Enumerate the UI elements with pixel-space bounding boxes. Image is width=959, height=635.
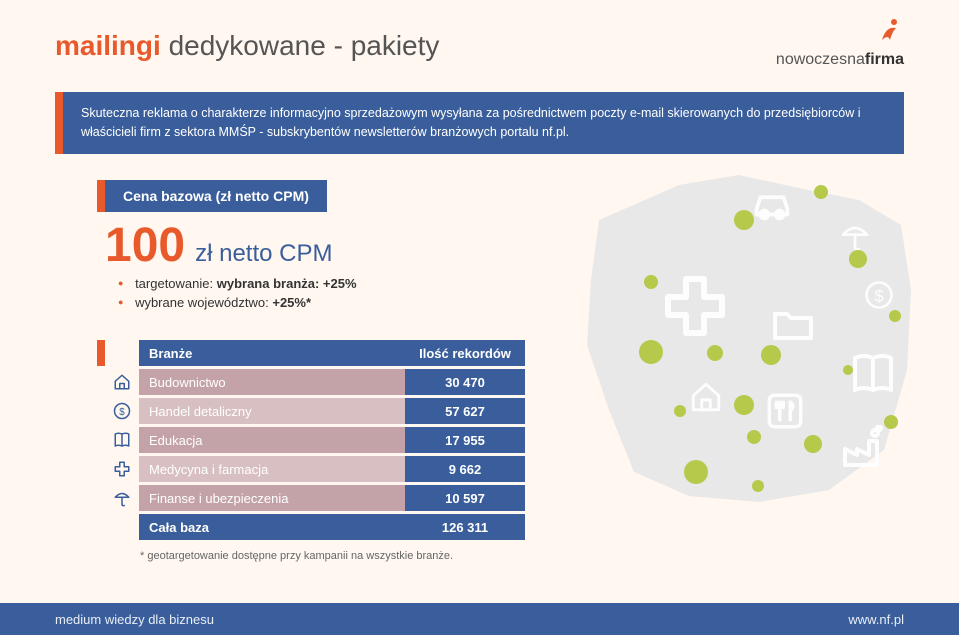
title-accent: mailingi (55, 30, 161, 61)
map-dot (674, 405, 686, 417)
table-row: Budownictwo 30 470 (105, 369, 525, 395)
cross-icon (105, 456, 139, 482)
footer-right: www.nf.pl (848, 612, 904, 627)
table-row: Edukacja 17 955 (105, 427, 525, 453)
map-dot (747, 430, 761, 444)
book-icon (849, 350, 897, 403)
price-bullets: targetowanie: wybrana branża: +25% wybra… (118, 276, 357, 314)
footer-left: medium wiedzy dla biznesu (55, 612, 214, 627)
row-label: Medycyna i farmacja (139, 456, 405, 482)
info-box: Skuteczna reklama o charakterze informac… (55, 92, 904, 154)
map-dot (707, 345, 723, 361)
folder-icon (769, 300, 817, 353)
svg-text:$: $ (874, 287, 883, 305)
map-dot (734, 210, 754, 230)
row-count: 10 597 (405, 485, 525, 511)
header-label: Branże (139, 340, 405, 366)
dollar-icon: $ (105, 398, 139, 424)
header-count: Ilość rekordów (405, 340, 525, 366)
cross-icon (659, 270, 731, 347)
price-unit: zł netto CPM (195, 240, 332, 268)
price-value: 100 zł netto CPM (105, 218, 332, 273)
map-dot (889, 310, 901, 322)
price-number: 100 (105, 218, 185, 273)
table-row: Finanse i ubezpieczenia 10 597 (105, 485, 525, 511)
house-icon (689, 380, 723, 419)
map-dot (843, 365, 853, 375)
map-dot (804, 435, 822, 453)
total-label: Cała baza (139, 514, 405, 540)
map-dot (644, 275, 658, 289)
map-dot (639, 340, 663, 364)
table-total: Cała baza 126 311 (105, 514, 525, 540)
map-dot (814, 185, 828, 199)
header-spacer (97, 340, 139, 366)
row-label: Edukacja (139, 427, 405, 453)
row-label: Handel detaliczny (139, 398, 405, 424)
bullet-item: targetowanie: wybrana branża: +25% (118, 276, 357, 291)
price-label-wrap: Cena bazowa (zł netto CPM) (105, 180, 327, 212)
table-row: Medycyna i farmacja 9 662 (105, 456, 525, 482)
row-count: 17 955 (405, 427, 525, 453)
total-spacer (105, 514, 139, 540)
title-rest: dedykowane - pakiety (169, 30, 440, 61)
house-icon (105, 369, 139, 395)
poland-map: $ (539, 170, 919, 510)
row-label: Budownictwo (139, 369, 405, 395)
map-dot (734, 395, 754, 415)
svg-text:$: $ (119, 407, 125, 418)
cutlery-icon (764, 390, 806, 437)
map-dot (761, 345, 781, 365)
map-dot (849, 250, 867, 268)
map-dot (884, 415, 898, 429)
page-title: mailingi dedykowane - pakiety (55, 30, 439, 62)
dollar-icon: $ (864, 280, 894, 315)
factory-icon (839, 425, 887, 478)
row-label: Finanse i ubezpieczenia (139, 485, 405, 511)
book-icon (105, 427, 139, 453)
table-row: $ Handel detaliczny 57 627 (105, 398, 525, 424)
bullet-item: wybrane województwo: +25%* (118, 295, 357, 310)
total-count: 126 311 (405, 514, 525, 540)
price-label: Cena bazowa (zł netto CPM) (97, 180, 327, 212)
industry-table: Branże Ilość rekordów Budownictwo 30 470… (105, 340, 525, 543)
footnote: * geotargetowanie dostępne przy kampanii… (140, 550, 453, 562)
logo-text: nowoczesnafirma (776, 51, 904, 69)
footer-bar: medium wiedzy dla biznesu www.nf.pl (0, 603, 959, 635)
car-icon (749, 180, 795, 231)
map-dot (684, 460, 708, 484)
map-dot (752, 480, 764, 492)
logo-mark-icon (874, 18, 904, 49)
row-count: 30 470 (405, 369, 525, 395)
row-count: 9 662 (405, 456, 525, 482)
brand-logo: nowoczesnafirma (776, 18, 904, 69)
row-count: 57 627 (405, 398, 525, 424)
table-header: Branże Ilość rekordów (105, 340, 525, 366)
umbrella-icon (105, 485, 139, 511)
